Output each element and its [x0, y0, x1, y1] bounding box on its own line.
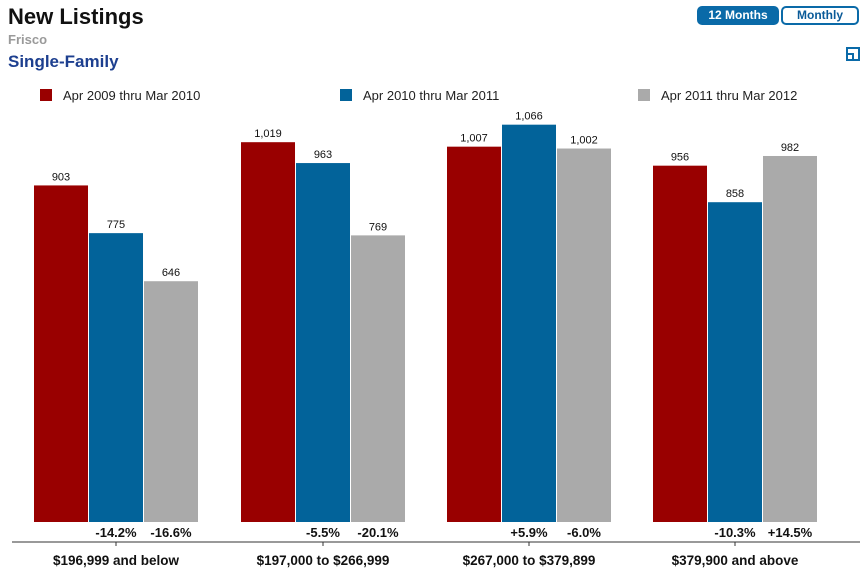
- bar-s2-c4: [708, 202, 762, 522]
- monthly-toggle[interactable]: Monthly: [781, 6, 859, 25]
- percent-change-s3-c3: -6.0%: [567, 525, 601, 540]
- bar-s1-c2: [241, 142, 295, 522]
- legend-swatch-series-1: [40, 89, 52, 101]
- percent-change-s2-c2: -5.5%: [306, 525, 340, 540]
- percent-change-s3-c1: -16.6%: [150, 525, 192, 540]
- category-label-c1: $196,999 and below: [53, 553, 180, 568]
- percent-change-s2-c4: -10.3%: [714, 525, 756, 540]
- legend-item-series-1: Apr 2009 thru Mar 2010: [40, 86, 200, 104]
- bar-s3-c2: [351, 235, 405, 522]
- category-label-c3: $267,000 to $379,899: [463, 553, 596, 568]
- bar-value-label-s1-c1: 903: [52, 171, 70, 183]
- category-label-c2: $197,000 to $266,999: [257, 553, 390, 568]
- property-type-heading: Single-Family: [8, 52, 119, 71]
- bar-value-label-s3-c4: 982: [781, 142, 799, 154]
- bar-s2-c2: [296, 163, 350, 522]
- bar-value-label-s1-c2: 1,019: [254, 128, 282, 140]
- legend-label-series-3: Apr 2011 thru Mar 2012: [661, 87, 798, 103]
- bar-value-label-s3-c2: 769: [369, 221, 387, 233]
- bar-s3-c4: [763, 155, 817, 522]
- expand-icon[interactable]: [846, 47, 860, 61]
- bar-value-label-s2-c1: 775: [107, 219, 125, 231]
- bar-s2-c1: [89, 233, 143, 523]
- bar-s1-c1: [34, 185, 88, 522]
- bar-s2-c3: [502, 124, 556, 522]
- percent-change-s3-c2: -20.1%: [357, 525, 399, 540]
- bar-s1-c3: [447, 146, 501, 522]
- bar-value-label-s1-c3: 1,007: [460, 133, 488, 145]
- bar-value-label-s1-c4: 956: [671, 152, 689, 164]
- bar-s3-c1: [144, 281, 198, 522]
- legend-item-series-3: Apr 2011 thru Mar 2012: [638, 86, 797, 104]
- legend-item-series-2: Apr 2010 thru Mar 2011: [340, 86, 499, 104]
- percent-change-s2-c1: -14.2%: [95, 525, 137, 540]
- percent-change-s3-c4: +14.5%: [768, 525, 813, 540]
- category-label-c4: $379,900 and above: [672, 553, 799, 568]
- percent-change-s2-c3: +5.9%: [510, 525, 548, 540]
- twelve-months-toggle[interactable]: 12 Months: [697, 6, 779, 25]
- legend-label-series-1: Apr 2009 thru Mar 2010: [63, 87, 201, 103]
- legend-swatch-series-2: [340, 89, 352, 101]
- bar-s1-c4: [653, 165, 707, 522]
- legend-swatch-series-3: [638, 89, 650, 101]
- bar-value-label-s2-c2: 963: [314, 149, 332, 161]
- area-subtitle: Frisco: [8, 32, 48, 47]
- bar-value-label-s2-c3: 1,066: [515, 111, 543, 123]
- page-title: New Listings: [8, 4, 144, 29]
- legend-label-series-2: Apr 2010 thru Mar 2011: [363, 87, 500, 103]
- bar-value-label-s3-c3: 1,002: [570, 135, 598, 147]
- bar-s3-c3: [557, 148, 611, 522]
- bar-value-label-s3-c1: 646: [162, 267, 180, 279]
- bar-value-label-s2-c4: 858: [726, 188, 744, 200]
